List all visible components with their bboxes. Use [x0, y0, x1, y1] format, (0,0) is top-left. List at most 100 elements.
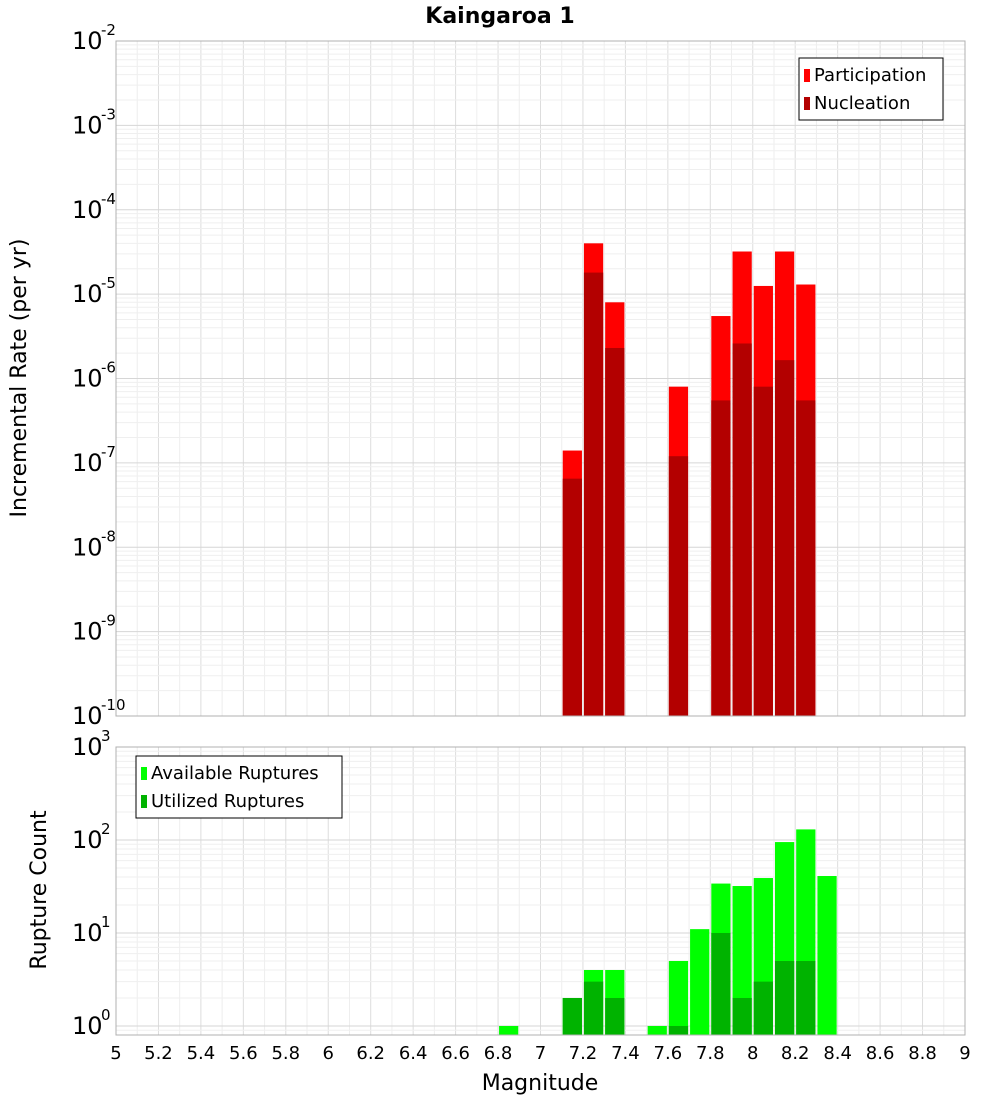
count-y-tick-label: 101: [72, 913, 111, 947]
legend-swatch: [804, 97, 810, 110]
legend-box: [135, 755, 343, 819]
rate-y-tick-label: 10-4: [72, 190, 116, 224]
y-tick-base: 10: [72, 733, 103, 761]
x-tick-label: 6: [323, 1043, 334, 1064]
rate-bars: [562, 243, 816, 717]
count-bars: [499, 829, 837, 1035]
rate-y-tick-label: 10-2: [72, 21, 116, 55]
y-tick-exponent: -7: [101, 443, 116, 461]
rate-grid: [115, 40, 966, 717]
top-y-axis-label: Incremental Rate (per yr): [7, 239, 32, 518]
chart-title: Kaingaroa 1: [425, 4, 574, 29]
y-tick-exponent: 2: [101, 820, 111, 838]
available-ruptures-bar: [668, 960, 689, 1035]
y-tick-exponent: -3: [101, 105, 116, 123]
x-tick-label: 6.4: [399, 1043, 428, 1064]
x-tick-label: 7.4: [611, 1043, 640, 1064]
y-tick-base: 10: [72, 618, 103, 646]
count-plot-frame: [115, 746, 966, 1036]
y-tick-exponent: -4: [101, 190, 116, 208]
rate-y-tick-label: 10-5: [72, 274, 116, 308]
utilized-ruptures-bar: [774, 960, 795, 1035]
x-tick-label: 6.6: [441, 1043, 470, 1064]
y-tick-base: 10: [72, 533, 103, 561]
y-tick-exponent: 0: [101, 1006, 111, 1024]
x-tick-label: 6.8: [484, 1043, 513, 1064]
utilized-ruptures-bar: [605, 997, 625, 1035]
rate-plot-frame: [115, 40, 966, 717]
utilized-ruptures-bar: [583, 981, 604, 1035]
bottom-y-axis-label: Rupture Count: [27, 810, 52, 970]
x-tick-label: 9: [959, 1043, 970, 1064]
legend-label: Available Ruptures: [151, 763, 319, 784]
y-tick-exponent: -5: [101, 274, 116, 292]
x-tick-label: 6.2: [356, 1043, 385, 1064]
nucleation-bar: [583, 272, 604, 716]
nucleation-bar: [732, 343, 752, 716]
x-tick-label: 7.6: [654, 1043, 683, 1064]
count-legend: Available Ruptures Utilized Ruptures: [135, 755, 343, 819]
legend-swatch: [141, 795, 147, 808]
x-tick-label: 8.6: [866, 1043, 895, 1064]
y-tick-exponent: 3: [101, 727, 111, 745]
y-tick-exponent: -6: [101, 359, 116, 377]
y-tick-base: 10: [72, 1012, 103, 1040]
available-ruptures-bar: [732, 886, 752, 1035]
x-axis-label: Magnitude: [482, 1071, 599, 1096]
utilized-ruptures-bar: [796, 960, 816, 1035]
y-tick-base: 10: [72, 826, 103, 854]
rate-y-tick-label: 10-6: [72, 359, 116, 393]
count-y-tick-label: 103: [72, 727, 111, 761]
legend-swatch: [141, 767, 147, 780]
rate-y-tick-label: 10-9: [72, 612, 116, 646]
y-tick-exponent: -8: [101, 527, 116, 545]
available-ruptures-bar: [690, 929, 710, 1035]
y-tick-base: 10: [72, 280, 103, 308]
x-tick-label: 7.8: [696, 1043, 725, 1064]
y-tick-base: 10: [72, 702, 103, 730]
y-tick-exponent: -10: [101, 696, 126, 714]
x-tick-label: 5.2: [144, 1043, 173, 1064]
x-tick-label: 5.6: [229, 1043, 258, 1064]
x-tick-label: 8: [747, 1043, 758, 1064]
rate-y-tick-label: 10-3: [72, 105, 116, 139]
nucleation-bar: [668, 456, 689, 716]
count-y-tick-label: 102: [72, 820, 111, 854]
y-tick-base: 10: [72, 449, 103, 477]
utilized-ruptures-bar: [668, 1025, 689, 1035]
nucleation-bar: [711, 400, 731, 716]
x-tick-label: 7: [535, 1043, 546, 1064]
utilized-ruptures-bar: [711, 932, 731, 1035]
available-ruptures-bar: [817, 876, 837, 1035]
legend-swatch: [804, 69, 810, 82]
y-tick-base: 10: [72, 111, 103, 139]
nucleation-bar: [562, 478, 582, 716]
nucleation-bar: [796, 400, 816, 716]
nucleation-bar: [753, 386, 773, 716]
available-ruptures-bar: [647, 1025, 667, 1035]
x-tick-label: 7.2: [569, 1043, 598, 1064]
rate-plot-panel: 10-1010-910-810-710-610-510-410-310-2Par…: [72, 21, 966, 730]
y-tick-base: 10: [72, 27, 103, 55]
x-tick-label: 5.8: [271, 1043, 300, 1064]
utilized-ruptures-bar: [562, 997, 582, 1035]
rate-y-tick-label: 10-10: [72, 696, 126, 730]
utilized-ruptures-bar: [753, 981, 773, 1035]
x-tick-label: 5: [110, 1043, 121, 1064]
x-tick-label: 8.2: [781, 1043, 810, 1064]
available-ruptures-bar: [499, 1025, 519, 1035]
rate-legend: Participation Nucleation: [798, 57, 944, 121]
y-tick-exponent: -9: [101, 612, 116, 630]
legend-label: Utilized Ruptures: [151, 791, 304, 812]
y-tick-base: 10: [72, 919, 103, 947]
x-tick-label: 8.8: [908, 1043, 937, 1064]
rate-y-tick-label: 10-7: [72, 443, 116, 477]
legend-box: [798, 57, 944, 121]
utilized-ruptures-bar: [732, 997, 752, 1035]
count-y-tick-label: 100: [72, 1006, 111, 1040]
x-tick-label: 8.4: [823, 1043, 852, 1064]
x-tick-label: 5.4: [187, 1043, 216, 1064]
rate-y-tick-label: 10-8: [72, 527, 116, 561]
